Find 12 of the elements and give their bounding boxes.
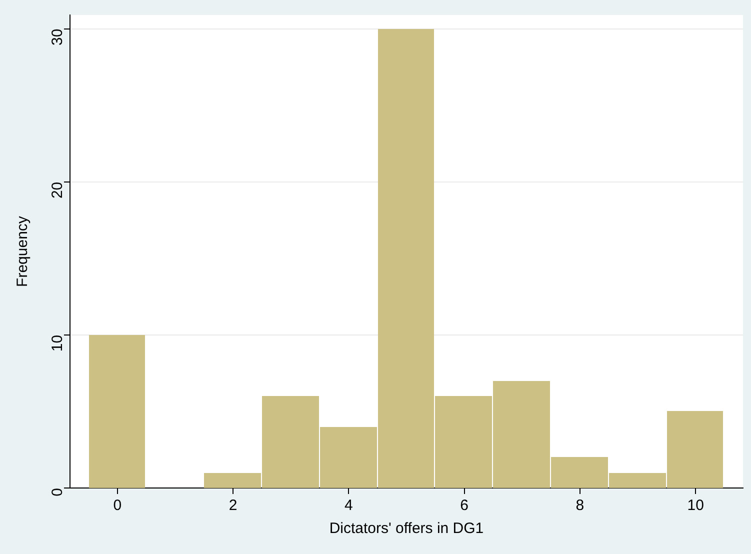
x-tick-label: 6 xyxy=(460,497,468,514)
x-axis-title: Dictators' offers in DG1 xyxy=(329,520,484,538)
y-tick-label: 30 xyxy=(49,28,66,46)
x-tick-label: 2 xyxy=(228,497,238,514)
x-tick-label: 10 xyxy=(687,497,704,514)
y-axis-title: Frequency xyxy=(14,216,32,287)
x-tick-label: 4 xyxy=(344,497,353,514)
x-tick-label: 0 xyxy=(113,497,122,514)
y-tick-label: 10 xyxy=(49,334,66,352)
y-tick-label: 20 xyxy=(49,182,66,199)
y-tick-label: 0 xyxy=(49,488,66,496)
x-tick-label: 8 xyxy=(576,497,584,514)
